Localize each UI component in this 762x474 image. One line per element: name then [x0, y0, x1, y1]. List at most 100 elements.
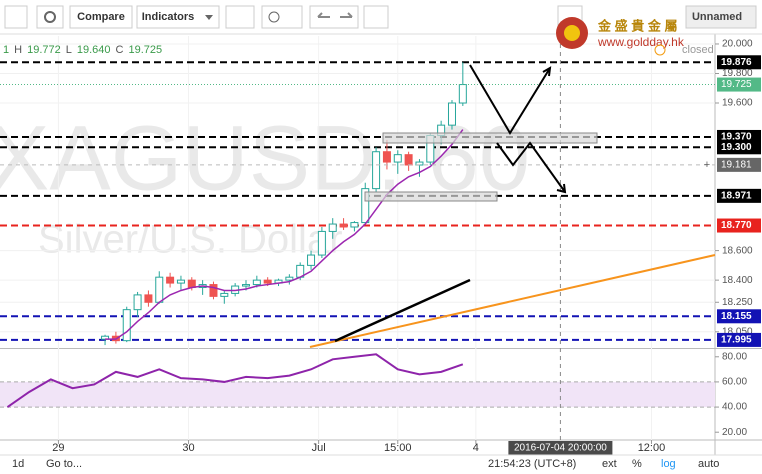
dropdown-arrow — [205, 15, 213, 20]
goto-button[interactable]: Go to... — [46, 458, 82, 470]
candle-body — [285, 276, 294, 281]
candle-body — [220, 292, 229, 297]
y-tick-label: 18.600 — [722, 245, 753, 256]
x-tick-label: 29 — [52, 442, 64, 454]
logo-url: www.goldday.hk — [597, 35, 685, 49]
indicators-label: Indicators — [142, 11, 195, 23]
rsi-y-tick-label: 60.00 — [722, 377, 747, 388]
readout-item: 19.725 — [128, 44, 162, 56]
candle-body — [361, 188, 370, 224]
price-level-label: 18.971 — [721, 190, 752, 201]
price-level-label: 19.370 — [721, 132, 752, 143]
ext-toggle[interactable]: ext — [602, 458, 617, 470]
candle-body — [209, 284, 218, 297]
price-axis-bg — [715, 34, 762, 455]
percent-toggle[interactable]: % — [632, 458, 642, 470]
alert-button[interactable] — [225, 5, 255, 29]
candle-body — [176, 279, 185, 284]
layout-name: Unnamed — [692, 11, 742, 23]
price-level-label: 17.995 — [721, 335, 752, 346]
x-tick-label: Jul — [312, 442, 326, 454]
x-tick-label: 12:00 — [638, 442, 666, 454]
candle-body — [252, 279, 261, 286]
auto-toggle[interactable]: auto — [698, 458, 719, 470]
readout-item: L — [66, 44, 72, 56]
x-tick-label: 4 — [473, 442, 479, 454]
rsi-y-tick-label: 40.00 — [722, 402, 747, 413]
rsi-y-tick-label: 80.00 — [722, 351, 747, 362]
moving-average — [105, 129, 464, 340]
crosshair-y-label: 19.181 — [721, 159, 752, 170]
crosshair-y-tag — [717, 157, 761, 172]
y-tick-label: 18.050 — [722, 326, 753, 337]
compare-label: Compare — [77, 11, 125, 23]
candle-body — [155, 276, 164, 303]
projection-arrow — [469, 64, 551, 135]
bulb-icon — [268, 11, 280, 23]
candle-body — [144, 294, 153, 303]
ohlc-readout: 1 H 19.772 L 19.640 C 19.725 — [3, 44, 162, 56]
log-toggle[interactable]: log — [661, 458, 676, 470]
plot: 20.000 19.800 19.600 18.600 18.400 18.250 18.0… — [0, 34, 762, 455]
market-status: closed — [682, 44, 714, 56]
compare-button[interactable] — [69, 5, 133, 29]
logo-emblem-inner — [564, 25, 580, 41]
candle-body — [372, 151, 381, 190]
settings-button[interactable] — [36, 5, 64, 29]
price-level-tag — [717, 309, 761, 324]
price-level-tag — [717, 140, 761, 155]
price-level-label: 19.876 — [721, 57, 752, 68]
candle-body — [241, 284, 250, 287]
undo-redo-button[interactable] — [309, 5, 359, 29]
price-level-tag — [717, 188, 761, 203]
candle-body — [187, 279, 196, 289]
candle-body — [317, 230, 326, 256]
drawings — [309, 64, 716, 348]
rsi-y-tick-label: 20.00 — [722, 427, 747, 438]
indicators-button[interactable] — [136, 5, 220, 29]
menu-button[interactable] — [4, 5, 28, 29]
rsi-band — [0, 381, 715, 408]
y-tick-label: 19.600 — [722, 98, 753, 109]
logo: 金 盛 貴 金 屬 www.goldday.hk — [556, 17, 685, 49]
undo-redo-icon — [317, 12, 353, 18]
layout-button[interactable] — [685, 5, 757, 29]
price-level-label: 18.770 — [721, 220, 752, 231]
crosshair-x-label: 2016-07-04 20:00:00 — [514, 443, 607, 454]
y-tick-label: 18.250 — [722, 297, 753, 308]
price-level-tag — [717, 332, 761, 347]
clock: 21:54:23 (UTC+8) — [488, 458, 576, 470]
arrow-head — [542, 66, 552, 77]
y-tick-label: 20.000 — [722, 39, 753, 50]
projection-arrow — [496, 141, 566, 193]
last-price-label: 19.725 — [721, 79, 752, 90]
candle-body — [404, 154, 413, 166]
price-level-label: 19.300 — [721, 142, 752, 153]
interval-button[interactable]: 1d — [12, 458, 24, 470]
status-icon — [654, 44, 666, 56]
crosshair-plus: + — [704, 159, 710, 171]
logo-name: 金 盛 貴 金 屬 — [597, 18, 677, 33]
crosshair-x-tag — [508, 441, 613, 455]
candle-body — [339, 223, 348, 228]
x-tick-label: 30 — [182, 442, 194, 454]
readout-item: H — [14, 44, 22, 56]
trend-line — [334, 278, 471, 343]
candle-body — [122, 309, 131, 342]
y-tick-label: 18.400 — [722, 275, 753, 286]
template-button[interactable] — [261, 5, 303, 29]
fullscreen-button[interactable] — [363, 5, 389, 29]
rsi-line — [6, 353, 464, 408]
readout-item: 1 — [3, 44, 9, 56]
arrow-head — [556, 183, 567, 194]
zone-box — [382, 132, 598, 144]
readout-item: 19.640 — [77, 44, 111, 56]
candle-body — [133, 294, 142, 311]
y-tick-label: 19.800 — [722, 68, 753, 79]
gear-icon — [44, 11, 56, 23]
candle-body — [350, 222, 359, 228]
zone-box — [364, 191, 498, 202]
price-level-label: 18.155 — [721, 311, 752, 322]
candle-body — [393, 154, 402, 163]
